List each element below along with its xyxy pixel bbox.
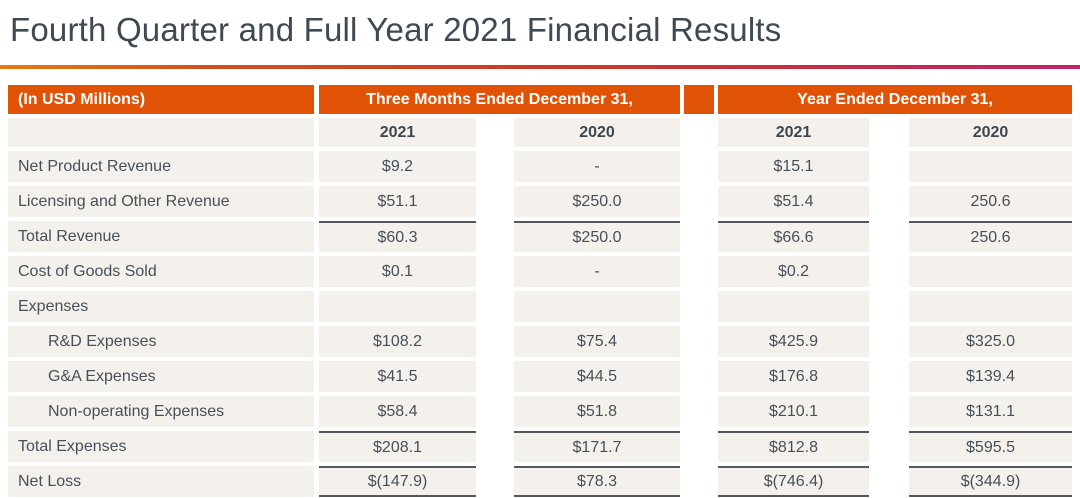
cell-value: - <box>514 256 680 287</box>
cell-value: $210.1 <box>718 396 869 427</box>
row-label: Net Loss <box>8 466 314 497</box>
table-row: Licensing and Other Revenue $51.1 $250.0 $5… <box>8 186 1072 217</box>
cell-value: $75.4 <box>514 326 680 357</box>
cell-value: $60.3 <box>319 221 476 252</box>
cell-value: $812.8 <box>718 431 869 462</box>
row-label: Total Revenue <box>8 221 314 252</box>
table-row: Expenses <box>8 291 1072 322</box>
year-header-q-2020: 2020 <box>514 118 680 147</box>
cell-value <box>319 291 476 322</box>
cell-value <box>718 291 869 322</box>
cell-value: $250.0 <box>514 221 680 252</box>
row-label: Non-operating Expenses <box>8 396 314 427</box>
header-spacer-cell <box>684 85 714 114</box>
row-label: Total Expenses <box>8 431 314 462</box>
cell-value: $51.4 <box>718 186 869 217</box>
three-months-group-header: Three Months Ended December 31, <box>319 85 680 114</box>
row-label: Cost of Goods Sold <box>8 256 314 287</box>
cell-value: $595.5 <box>909 431 1072 462</box>
table-row: Total Revenue $60.3 $250.0 $66.6 250.6 <box>8 221 1072 252</box>
title-rule-divider <box>0 65 1080 69</box>
cell-value: $131.1 <box>909 396 1072 427</box>
cell-value: $171.7 <box>514 431 680 462</box>
page-title: Fourth Quarter and Full Year 2021 Financ… <box>10 11 782 48</box>
cell-value: $51.8 <box>514 396 680 427</box>
table-row: G&A Expenses $41.5 $44.5 $176.8 $139.4 <box>8 361 1072 392</box>
cell-value: $(746.4) <box>718 466 869 497</box>
cell-value: $51.1 <box>319 186 476 217</box>
year-header-blank <box>8 118 314 147</box>
table-row: Non-operating Expenses $58.4 $51.8 $210.1 $1… <box>8 396 1072 427</box>
cell-value: $44.5 <box>514 361 680 392</box>
cell-value <box>514 291 680 322</box>
cell-value: $108.2 <box>319 326 476 357</box>
cell-value: $58.4 <box>319 396 476 427</box>
cell-value: 250.6 <box>909 186 1072 217</box>
year-header-q-2021: 2021 <box>319 118 476 147</box>
cell-value: $139.4 <box>909 361 1072 392</box>
year-header-fy-2021: 2021 <box>718 118 869 147</box>
cell-value: $0.1 <box>319 256 476 287</box>
cell-value: $325.0 <box>909 326 1072 357</box>
cell-value: $9.2 <box>319 151 476 182</box>
units-header: (In USD Millions) <box>8 85 314 114</box>
row-label: Expenses <box>8 291 314 322</box>
table-row: Cost of Goods Sold $0.1 - $0.2 <box>8 256 1072 287</box>
year-ended-group-header: Year Ended December 31, <box>718 85 1072 114</box>
cell-value: $78.3 <box>514 466 680 497</box>
cell-value: $(147.9) <box>319 466 476 497</box>
cell-value: $15.1 <box>718 151 869 182</box>
year-header-row: 2021 2020 2021 2020 <box>8 118 1072 147</box>
row-label: Licensing and Other Revenue <box>8 186 314 217</box>
cell-value: $425.9 <box>718 326 869 357</box>
cell-value: 250.6 <box>909 221 1072 252</box>
cell-value <box>909 256 1072 287</box>
financial-table-body: Net Product Revenue $9.2 - $15.1 Licensing a… <box>8 151 1072 497</box>
cell-value: - <box>514 151 680 182</box>
table-header-row: (In USD Millions) Three Months Ended Dec… <box>8 85 1072 114</box>
cell-value: $176.8 <box>718 361 869 392</box>
year-header-fy-2020: 2020 <box>909 118 1072 147</box>
table-row: Net Loss $(147.9) $78.3 $(746.4) $(344.9) <box>8 466 1072 497</box>
cell-value: $208.1 <box>319 431 476 462</box>
row-label: G&A Expenses <box>8 361 314 392</box>
row-label: Net Product Revenue <box>8 151 314 182</box>
cell-value: $250.0 <box>514 186 680 217</box>
row-label: R&D Expenses <box>8 326 314 357</box>
cell-value: $66.6 <box>718 221 869 252</box>
table-row: R&D Expenses $108.2 $75.4 $425.9 $325.0 <box>8 326 1072 357</box>
table-row: Total Expenses $208.1 $171.7 $812.8 $595.5 <box>8 431 1072 462</box>
cell-value: $0.2 <box>718 256 869 287</box>
financial-results-table: (In USD Millions) Three Months Ended Dec… <box>8 85 1072 497</box>
cell-value: $41.5 <box>319 361 476 392</box>
cell-value <box>909 151 1072 182</box>
table-row: Net Product Revenue $9.2 - $15.1 <box>8 151 1072 182</box>
cell-value: $(344.9) <box>909 466 1072 497</box>
cell-value <box>909 291 1072 322</box>
